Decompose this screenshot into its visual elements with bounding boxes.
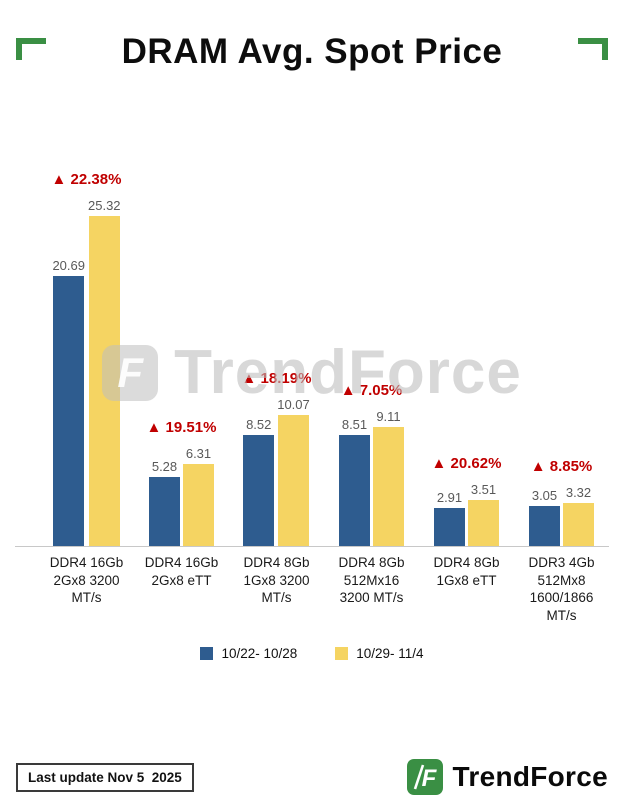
bar-week2 <box>563 502 594 546</box>
bar-value-label: 3.32 <box>565 484 592 500</box>
bar-week1 <box>243 435 275 546</box>
category-label: DDR4 16Gb 2Gx8 3200 MT/s <box>49 555 124 606</box>
last-update-label: Last update Nov 5 2025 <box>16 762 194 792</box>
pct-change-label: ▲ 18.19% <box>241 369 312 387</box>
bar-value-label: 10.07 <box>277 396 310 412</box>
bar-group: ▲ 18.19% 8.52 10.07 <box>229 157 324 546</box>
bar-group: ▲ 8.85% 3.05 3.32 <box>514 157 609 546</box>
legend-item: 10/29- 11/4 <box>335 646 424 662</box>
legend-label: 10/29- 11/4 <box>356 646 424 662</box>
bar-group: ▲ 20.62% 2.91 3.51 <box>419 157 514 546</box>
bar-value-label: 9.11 <box>376 409 401 425</box>
plot-area: ▲ 22.38% 20.69 25.32 ▲ 19.51% 5.28 6.31 ▲ 18.1… <box>15 157 609 547</box>
pct-change-label: ▲ 7.05% <box>340 382 403 400</box>
bar-value-label: 8.51 <box>341 417 368 433</box>
bar-week2 <box>373 427 404 546</box>
green-corner-accent-left <box>16 38 46 60</box>
bar-week2 <box>277 414 309 546</box>
bar-value-label: 8.52 <box>246 417 272 432</box>
category-axis: DDR4 16Gb 2Gx8 3200 MT/s DDR4 16Gb 2Gx8 e… <box>15 554 609 624</box>
svg-text:F: F <box>421 765 437 792</box>
bar-week2 <box>88 216 120 546</box>
bar-group: ▲ 22.38% 20.69 25.32 <box>39 157 134 546</box>
category-label: DDR4 8Gb 1Gx8 eTT <box>433 555 500 588</box>
bar-week1 <box>339 435 370 546</box>
bar-value-label: 25.32 <box>88 198 121 213</box>
bar-value-label: 3.05 <box>531 488 558 504</box>
category-label: DDR4 8Gb 1Gx8 3200 MT/s <box>243 555 310 606</box>
bar-chart: F TrendForce ▲ 22.38% 20.69 25.32 ▲ 19.51% 5… <box>15 157 609 661</box>
pct-change-label: ▲ 19.51% <box>146 418 217 436</box>
bar-week1 <box>53 276 85 546</box>
legend: 10/22- 10/28 10/29- 11/4 <box>15 646 609 661</box>
bar-value-label: 20.69 <box>52 258 85 274</box>
bar-value-label: 6.31 <box>185 445 212 461</box>
bar-value-label: 3.51 <box>470 482 497 498</box>
bar-value-label: 5.28 <box>151 459 178 475</box>
bar-week1 <box>529 506 560 546</box>
pct-change-label: ▲ 20.62% <box>431 455 502 473</box>
trendforce-logo-icon: F <box>406 759 443 795</box>
bar-group: ▲ 19.51% 5.28 6.31 <box>134 157 229 546</box>
category-label: DDR3 4Gb 512Mx8 1600/1866 MT/s <box>528 555 595 623</box>
footer: Last update Nov 5 2025 F TrendForce <box>16 758 608 796</box>
bar-value-label: 2.91 <box>436 490 463 506</box>
pct-change-label: ▲ 8.85% <box>530 457 593 475</box>
bar-week2 <box>183 463 214 546</box>
page-title: DRAM Avg. Spot Price <box>121 32 503 71</box>
bar-group: ▲ 7.05% 8.51 9.11 <box>324 157 419 546</box>
legend-swatch <box>200 647 214 661</box>
bar-week1 <box>434 508 465 546</box>
category-label: DDR4 8Gb 512Mx16 3200 MT/s <box>338 555 405 606</box>
brand: F TrendForce <box>406 758 608 796</box>
legend-item: 10/22- 10/28 <box>200 646 297 661</box>
legend-label: 10/22- 10/28 <box>221 646 298 662</box>
brand-name: TrendForce <box>452 761 608 792</box>
bar-week2 <box>468 500 499 546</box>
bar-week1 <box>149 477 180 546</box>
category-label: DDR4 16Gb 2Gx8 eTT <box>144 555 219 588</box>
legend-swatch <box>335 647 349 661</box>
green-corner-accent-right <box>578 38 608 60</box>
pct-change-label: ▲ 22.38% <box>51 171 122 188</box>
